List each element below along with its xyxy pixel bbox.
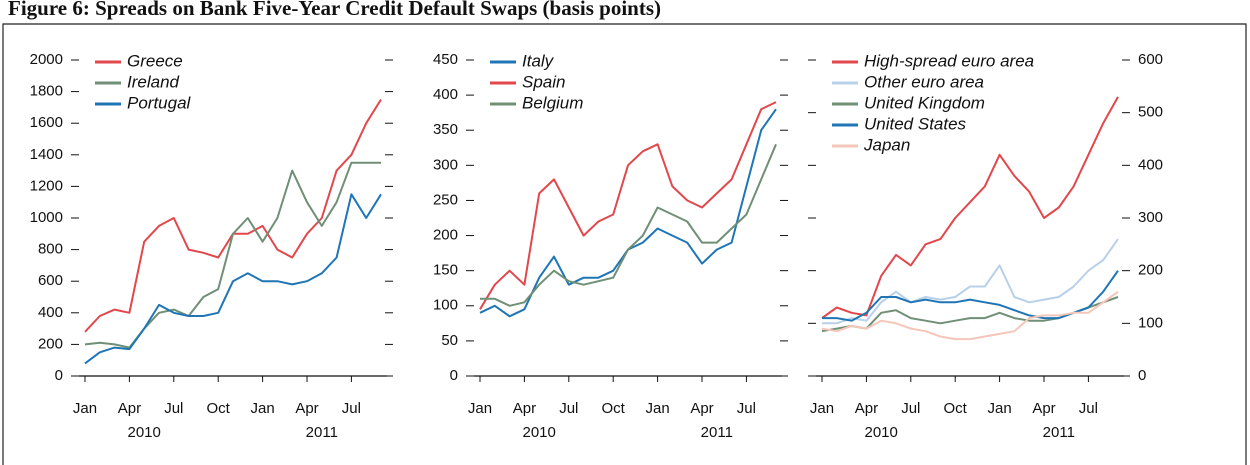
y-tick-label: 1600 <box>30 114 63 131</box>
x-tick-label: Jul <box>164 400 183 417</box>
figure-frame <box>2 23 1247 465</box>
y-tick-label: 400 <box>433 86 458 103</box>
y-tick-label: 300 <box>1138 209 1163 226</box>
x-tick-label: Jan <box>468 400 492 417</box>
x-tick-label: Apr <box>855 400 878 417</box>
y-tick-label: 200 <box>433 227 458 244</box>
x-tick-label: Jan <box>73 400 97 417</box>
year-label: 2011 <box>701 424 733 441</box>
x-tick-label: Jan <box>988 400 1012 417</box>
y-tick-label: 0 <box>55 367 63 384</box>
y-tick-label: 250 <box>433 191 458 208</box>
legend-label: Japan <box>863 135 910 154</box>
y-tick-label: 300 <box>433 156 458 173</box>
series-line <box>480 143 777 307</box>
figure-title: Figure 6: Spreads on Bank Five-Year Cred… <box>8 0 661 20</box>
y-tick-label: 1400 <box>30 146 63 163</box>
y-tick-label: 100 <box>433 297 458 314</box>
year-label: 2011 <box>1043 424 1075 441</box>
y-tick-label: 50 <box>441 332 458 349</box>
y-tick-label: 800 <box>38 241 63 258</box>
legend-label: Greece <box>127 51 183 70</box>
x-tick-label: Jul <box>559 400 578 417</box>
x-tick-label: Jan <box>810 400 834 417</box>
y-tick-label: 100 <box>1138 314 1163 331</box>
legend-label: United States <box>864 114 967 133</box>
y-tick-label: 0 <box>450 367 458 384</box>
series-line <box>479 101 777 310</box>
series-line <box>822 238 1119 325</box>
legend-label: High-spread euro area <box>864 51 1034 70</box>
legend-label: Spain <box>522 72 565 91</box>
x-tick-label: Jan <box>646 400 670 417</box>
y-tick-label: 500 <box>1138 104 1163 121</box>
series-line <box>84 98 382 333</box>
legend-label: United Kingdom <box>864 93 985 112</box>
y-tick-label: 350 <box>433 121 458 138</box>
year-label: 2010 <box>523 424 556 441</box>
y-tick-label: 200 <box>1138 262 1163 279</box>
y-tick-label: 600 <box>1138 51 1163 68</box>
y-tick-label: 150 <box>433 262 458 279</box>
y-tick-label: 1200 <box>30 177 63 194</box>
x-tick-label: Oct <box>207 400 231 417</box>
x-tick-label: Jan <box>251 400 275 417</box>
y-tick-label: 1000 <box>30 209 63 226</box>
legend-label: Other euro area <box>864 72 984 91</box>
year-label: 2010 <box>128 424 161 441</box>
series-line <box>84 193 382 365</box>
y-tick-label: 1800 <box>30 83 63 100</box>
y-tick-label: 0 <box>1138 367 1146 384</box>
x-tick-label: Jul <box>737 400 756 417</box>
x-tick-label: Oct <box>602 400 626 417</box>
x-tick-label: Apr <box>690 400 713 417</box>
legend-label: Ireland <box>127 72 180 91</box>
legend-label: Portugal <box>127 93 192 112</box>
y-tick-label: 400 <box>1138 156 1163 173</box>
x-tick-label: Jul <box>901 400 920 417</box>
y-tick-label: 400 <box>38 304 63 321</box>
x-tick-label: Jul <box>342 400 361 417</box>
legend-label: Belgium <box>522 93 583 112</box>
series-line <box>821 290 1119 341</box>
x-tick-label: Oct <box>944 400 968 417</box>
x-tick-label: Apr <box>513 400 536 417</box>
y-tick-label: 200 <box>38 335 63 352</box>
y-tick-label: 450 <box>433 51 458 68</box>
y-tick-label: 2000 <box>30 51 63 68</box>
legend-label: Italy <box>522 51 555 70</box>
year-label: 2010 <box>865 424 898 441</box>
series-line <box>821 96 1119 319</box>
year-label: 2011 <box>306 424 338 441</box>
x-tick-label: Apr <box>1032 400 1055 417</box>
x-tick-label: Apr <box>295 400 318 417</box>
x-tick-label: Apr <box>118 400 141 417</box>
x-tick-label: Jul <box>1079 400 1098 417</box>
y-tick-label: 600 <box>38 272 63 289</box>
